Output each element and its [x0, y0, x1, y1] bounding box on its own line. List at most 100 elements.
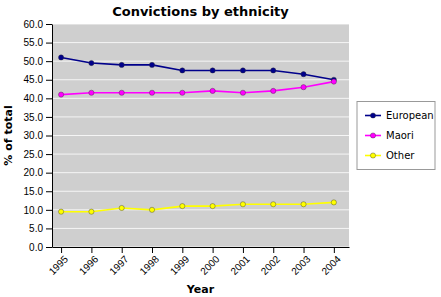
y-tick-mark — [46, 228, 52, 229]
x-tick: 1999 — [168, 247, 192, 277]
series-point — [240, 68, 245, 73]
y-tick: 55.0 — [24, 37, 52, 48]
series-point — [271, 68, 276, 73]
series-point — [331, 200, 336, 205]
x-tick-label: 2001 — [228, 253, 252, 277]
x-tick: 2003 — [289, 247, 313, 277]
y-tick-mark — [46, 24, 52, 25]
y-axis-title: % of total — [2, 105, 15, 165]
y-tick-mark — [46, 154, 52, 155]
y-tick-label: 10.0 — [24, 205, 44, 216]
x-tick-label: 1996 — [77, 253, 101, 277]
x-tick-label: 1999 — [168, 253, 192, 277]
x-axis-title: Year — [186, 283, 215, 296]
series — [58, 79, 336, 97]
series-point — [119, 62, 124, 67]
series-point — [240, 202, 245, 207]
legend-label: Maori — [386, 130, 414, 141]
series-point — [301, 85, 306, 90]
x-tick-mark — [61, 247, 62, 253]
x-tick-mark — [122, 247, 123, 253]
series-point — [58, 55, 63, 60]
series-point — [89, 60, 94, 65]
y-tick-label: 55.0 — [24, 37, 44, 48]
series-line — [61, 57, 334, 79]
plot: 1995199619971998 199920002001 200220032004… — [24, 19, 350, 277]
y-tick: 15.0 — [24, 186, 52, 197]
y-tick-label: 25.0 — [24, 149, 44, 160]
series-point — [240, 90, 245, 95]
series — [58, 55, 336, 83]
series-point — [180, 68, 185, 73]
y-axis: 0.05.010.015.020.025.030.035.040.045.050… — [24, 19, 53, 253]
y-tick-label: 30.0 — [24, 130, 44, 141]
series-point — [210, 204, 215, 209]
y-tick-label: 60.0 — [24, 19, 44, 30]
x-tick-label: 1995 — [47, 253, 71, 277]
grid-line — [52, 154, 349, 155]
x-tick-mark — [213, 247, 214, 253]
grid-line — [52, 24, 349, 25]
y-tick: 25.0 — [24, 149, 52, 160]
y-tick-mark — [46, 98, 52, 99]
legend: European Maori Other — [357, 102, 435, 170]
x-tick-mark — [304, 247, 305, 253]
y-tick: 50.0 — [24, 56, 52, 67]
series-line — [61, 202, 334, 211]
grid — [52, 24, 349, 247]
grid-line — [52, 228, 349, 229]
legend-item: Maori — [365, 130, 414, 141]
legend-item: European — [365, 110, 434, 121]
y-tick: 0.0 — [29, 242, 52, 253]
y-tick-mark — [46, 210, 52, 211]
x-tick: 2001 — [228, 247, 252, 277]
grid-line — [52, 135, 349, 136]
x-tick: 2000 — [198, 247, 222, 277]
y-tick-mark — [46, 191, 52, 192]
plot-background — [52, 24, 349, 247]
series-line — [61, 82, 334, 95]
title: Convictions by ethnicity — [112, 4, 289, 19]
x-tick: 1998 — [137, 247, 161, 277]
y-tick-mark — [46, 173, 52, 174]
y-tick: 10.0 — [24, 205, 52, 216]
series-point — [180, 204, 185, 209]
series — [58, 200, 336, 214]
series-point — [89, 209, 94, 214]
x-tick-mark — [243, 247, 244, 253]
x-tick-label: 2002 — [259, 253, 283, 277]
marks — [58, 55, 336, 214]
y-tick-label: 45.0 — [24, 74, 44, 85]
y-axis-line — [52, 25, 53, 248]
legend-marker — [370, 113, 375, 118]
x-tick-label: 2003 — [289, 253, 313, 277]
grid-line — [52, 98, 349, 99]
y-tick: 45.0 — [24, 74, 52, 85]
y-tick-label: 35.0 — [24, 112, 44, 123]
y-tick: 60.0 — [24, 19, 52, 30]
y-tick-label: 5.0 — [29, 223, 43, 234]
series-point — [89, 90, 94, 95]
x-tick: 1996 — [77, 247, 101, 277]
series-point — [180, 90, 185, 95]
y-tick-label: 15.0 — [24, 186, 44, 197]
y-tick-mark — [46, 136, 52, 137]
x-tick-label: 2000 — [198, 253, 222, 277]
series-point — [58, 209, 63, 214]
y-tick-label: 0.0 — [29, 242, 43, 253]
legend-label: Other — [386, 150, 415, 161]
y-tick-mark — [46, 80, 52, 81]
grid-line — [52, 209, 349, 210]
series-point — [301, 72, 306, 77]
legend-box — [357, 102, 435, 170]
series-point — [119, 205, 124, 210]
series-point — [271, 88, 276, 93]
y-tick: 20.0 — [24, 167, 52, 178]
x-tick-label: 1997 — [107, 253, 131, 277]
x-tick-label: 2004 — [319, 253, 343, 277]
series-point — [149, 62, 154, 67]
series-point — [210, 88, 215, 93]
y-tick-mark — [46, 117, 52, 118]
series-point — [149, 90, 154, 95]
x-tick-mark — [273, 247, 274, 253]
